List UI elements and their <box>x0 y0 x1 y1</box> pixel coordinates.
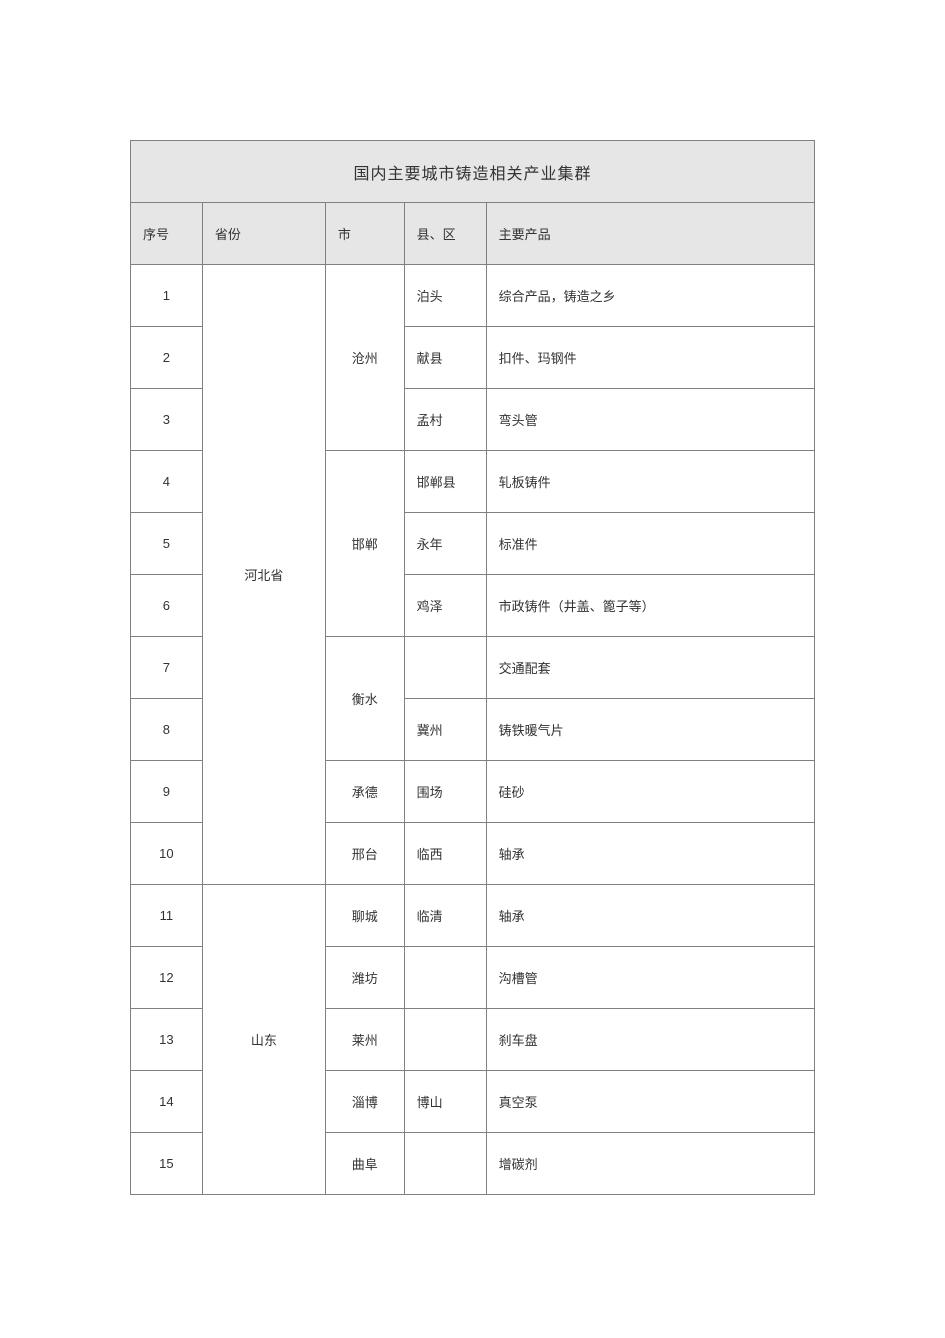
cell-county: 孟村 <box>404 389 486 451</box>
cell-seq: 12 <box>131 947 203 1009</box>
cell-seq: 7 <box>131 637 203 699</box>
cell-seq: 13 <box>131 1009 203 1071</box>
cell-city: 潍坊 <box>325 947 404 1009</box>
cell-seq: 6 <box>131 575 203 637</box>
cell-product: 轧板铸件 <box>486 451 814 513</box>
cell-seq: 2 <box>131 327 203 389</box>
header-product: 主要产品 <box>486 203 814 265</box>
cell-city: 聊城 <box>325 885 404 947</box>
cell-product: 市政铸件（井盖、篦子等） <box>486 575 814 637</box>
cell-province: 山东 <box>202 885 325 1195</box>
cell-product: 交通配套 <box>486 637 814 699</box>
cell-product: 硅砂 <box>486 761 814 823</box>
cell-seq: 10 <box>131 823 203 885</box>
cell-seq: 1 <box>131 265 203 327</box>
cell-province: 河北省 <box>202 265 325 885</box>
cell-city: 衡水 <box>325 637 404 761</box>
cell-county <box>404 1133 486 1195</box>
cell-seq: 8 <box>131 699 203 761</box>
cell-product: 真空泵 <box>486 1071 814 1133</box>
table-title: 国内主要城市铸造相关产业集群 <box>131 141 815 203</box>
cell-product: 弯头管 <box>486 389 814 451</box>
cell-county: 邯郸县 <box>404 451 486 513</box>
header-province: 省份 <box>202 203 325 265</box>
cell-county: 献县 <box>404 327 486 389</box>
header-city: 市 <box>325 203 404 265</box>
cell-county: 冀州 <box>404 699 486 761</box>
cell-product: 增碳剂 <box>486 1133 814 1195</box>
cell-seq: 11 <box>131 885 203 947</box>
cell-city: 沧州 <box>325 265 404 451</box>
industry-cluster-table: 国内主要城市铸造相关产业集群 序号 省份 市 县、区 主要产品 1 河北省 沧州… <box>130 140 815 1195</box>
cell-city: 淄博 <box>325 1071 404 1133</box>
cell-seq: 5 <box>131 513 203 575</box>
table-row: 11 山东 聊城 临清 轴承 <box>131 885 815 947</box>
cell-product: 铸铁暖气片 <box>486 699 814 761</box>
cell-county: 博山 <box>404 1071 486 1133</box>
cell-product: 沟槽管 <box>486 947 814 1009</box>
cell-city: 邯郸 <box>325 451 404 637</box>
cell-county: 围场 <box>404 761 486 823</box>
cell-product: 标准件 <box>486 513 814 575</box>
cell-county: 临西 <box>404 823 486 885</box>
cell-county: 临清 <box>404 885 486 947</box>
cell-city: 承德 <box>325 761 404 823</box>
cell-product: 轴承 <box>486 885 814 947</box>
header-county: 县、区 <box>404 203 486 265</box>
cell-seq: 3 <box>131 389 203 451</box>
cell-county <box>404 1009 486 1071</box>
cell-product: 扣件、玛钢件 <box>486 327 814 389</box>
cell-city: 莱州 <box>325 1009 404 1071</box>
table-row: 1 河北省 沧州 泊头 综合产品，铸造之乡 <box>131 265 815 327</box>
cell-seq: 9 <box>131 761 203 823</box>
cell-county: 泊头 <box>404 265 486 327</box>
cell-product: 综合产品，铸造之乡 <box>486 265 814 327</box>
cell-county: 鸡泽 <box>404 575 486 637</box>
cell-county <box>404 947 486 1009</box>
cell-seq: 4 <box>131 451 203 513</box>
cell-county: 永年 <box>404 513 486 575</box>
cell-product: 轴承 <box>486 823 814 885</box>
cell-county <box>404 637 486 699</box>
header-seq: 序号 <box>131 203 203 265</box>
cell-seq: 14 <box>131 1071 203 1133</box>
cell-city: 邢台 <box>325 823 404 885</box>
cell-seq: 15 <box>131 1133 203 1195</box>
cell-product: 刹车盘 <box>486 1009 814 1071</box>
cell-city: 曲阜 <box>325 1133 404 1195</box>
